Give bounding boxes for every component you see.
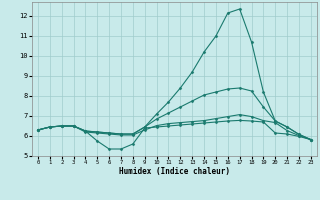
X-axis label: Humidex (Indice chaleur): Humidex (Indice chaleur): [119, 167, 230, 176]
